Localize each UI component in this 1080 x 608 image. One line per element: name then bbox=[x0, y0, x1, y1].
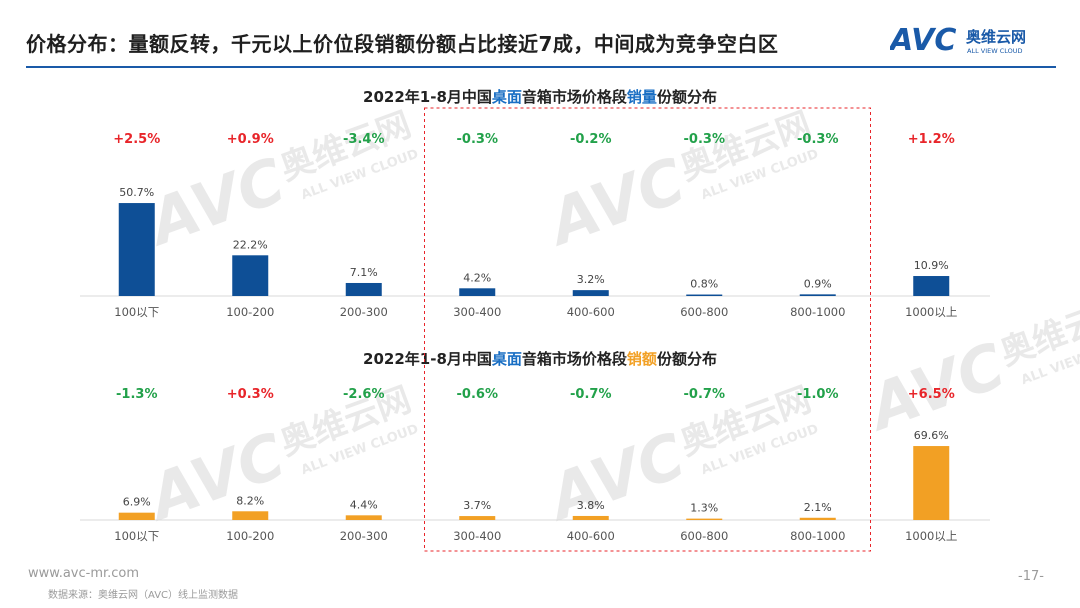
bar bbox=[232, 255, 269, 296]
category-label: 300-400 bbox=[453, 529, 501, 543]
category-label: 100以下 bbox=[114, 529, 159, 543]
logo-wordmark: AVC bbox=[890, 23, 956, 58]
avc-logo: AVC 奥维云网 ALL VIEW CLOUD bbox=[890, 23, 1026, 58]
yoy-change-label: -0.2% bbox=[570, 132, 611, 147]
yoy-change-label: -0.6% bbox=[457, 387, 498, 402]
bar bbox=[118, 203, 155, 296]
category-label: 1000以上 bbox=[905, 529, 957, 543]
data-label: 6.9% bbox=[123, 496, 151, 509]
category-label: 800-1000 bbox=[790, 529, 845, 543]
data-label: 22.2% bbox=[233, 238, 268, 251]
yoy-change-label: -0.3% bbox=[457, 132, 498, 147]
data-label: 4.4% bbox=[350, 498, 378, 511]
category-label: 600-800 bbox=[680, 305, 728, 319]
logo-cn: 奥维云网 bbox=[966, 28, 1026, 46]
data-label: 50.7% bbox=[119, 186, 154, 199]
bar bbox=[345, 282, 382, 296]
page-number: -17- bbox=[1018, 569, 1044, 584]
yoy-change-label: -1.0% bbox=[797, 387, 838, 402]
chart-title: 2022年1-8月中国桌面音箱市场价格段销额份额分布 bbox=[363, 350, 717, 368]
yoy-change-label: +0.3% bbox=[227, 387, 274, 402]
data-label: 7.1% bbox=[350, 266, 378, 279]
bar bbox=[345, 515, 382, 520]
bar bbox=[459, 288, 496, 296]
category-label: 300-400 bbox=[453, 305, 501, 319]
yoy-change-label: +1.2% bbox=[908, 132, 955, 147]
yoy-change-label: -1.3% bbox=[116, 387, 157, 402]
chart-title: 2022年1-8月中国桌面音箱市场价格段销量份额分布 bbox=[363, 88, 717, 106]
bar bbox=[913, 446, 950, 520]
category-label: 600-800 bbox=[680, 529, 728, 543]
category-label: 100以下 bbox=[114, 305, 159, 319]
data-label: 8.2% bbox=[236, 494, 264, 507]
svg-text:AVC: AVC bbox=[535, 419, 694, 536]
data-label: 3.8% bbox=[577, 499, 605, 512]
volume-share-chart: 2022年1-8月中国桌面音箱市场价格段销量份额分布 50.7% 100以下 +2.5… bbox=[80, 88, 990, 319]
yoy-change-label: -0.3% bbox=[797, 132, 838, 147]
bar bbox=[572, 515, 609, 520]
yoy-change-label: -0.3% bbox=[684, 132, 725, 147]
data-label: 10.9% bbox=[914, 259, 949, 272]
bar bbox=[686, 294, 723, 296]
yoy-change-label: -3.4% bbox=[343, 132, 384, 147]
logo-en: ALL VIEW CLOUD bbox=[967, 47, 1023, 55]
data-label: 4.2% bbox=[463, 271, 491, 284]
value-share-chart: 2022年1-8月中国桌面音箱市场价格段销额份额分布 6.9% 100以下 -1.3%… bbox=[80, 350, 990, 543]
page-title: 价格分布：量额反转，千元以上价位段销额份额占比接近7成，中间成为竞争空白区 bbox=[26, 32, 779, 56]
header-divider bbox=[26, 66, 1056, 68]
category-label: 800-1000 bbox=[790, 305, 845, 319]
category-label: 100-200 bbox=[226, 529, 274, 543]
bar bbox=[913, 276, 950, 296]
yoy-change-label: -0.7% bbox=[684, 387, 725, 402]
category-label: 400-600 bbox=[567, 305, 615, 319]
bar bbox=[686, 518, 723, 520]
highlight-box bbox=[424, 107, 871, 552]
bar bbox=[799, 517, 836, 520]
category-label: 200-300 bbox=[340, 305, 388, 319]
data-label: 0.8% bbox=[690, 278, 718, 291]
yoy-change-label: +0.9% bbox=[227, 132, 274, 147]
category-label: 400-600 bbox=[567, 529, 615, 543]
yoy-change-label: -2.6% bbox=[343, 387, 384, 402]
data-label: 0.9% bbox=[804, 277, 832, 290]
bar bbox=[118, 512, 155, 520]
category-label: 1000以上 bbox=[905, 305, 957, 319]
svg-text:AVC: AVC bbox=[535, 144, 694, 261]
footer-url[interactable]: www.avc-mr.com bbox=[28, 566, 140, 581]
data-label: 2.1% bbox=[804, 501, 832, 514]
svg-text:AVC: AVC bbox=[135, 144, 294, 261]
data-label: 69.6% bbox=[914, 429, 949, 442]
bar bbox=[572, 290, 609, 296]
category-label: 200-300 bbox=[340, 529, 388, 543]
data-label: 3.2% bbox=[577, 273, 605, 286]
data-source-note: 数据来源：奥维云网（AVC）线上监测数据 bbox=[48, 590, 239, 601]
yoy-change-label: -0.7% bbox=[570, 387, 611, 402]
bar bbox=[459, 516, 496, 520]
bar bbox=[799, 294, 836, 296]
data-label: 3.7% bbox=[463, 499, 491, 512]
data-label: 1.3% bbox=[690, 502, 718, 515]
svg-text:AVC: AVC bbox=[135, 419, 294, 536]
bar bbox=[232, 511, 269, 520]
yoy-change-label: +6.5% bbox=[908, 387, 955, 402]
yoy-change-label: +2.5% bbox=[113, 132, 160, 147]
category-label: 100-200 bbox=[226, 305, 274, 319]
